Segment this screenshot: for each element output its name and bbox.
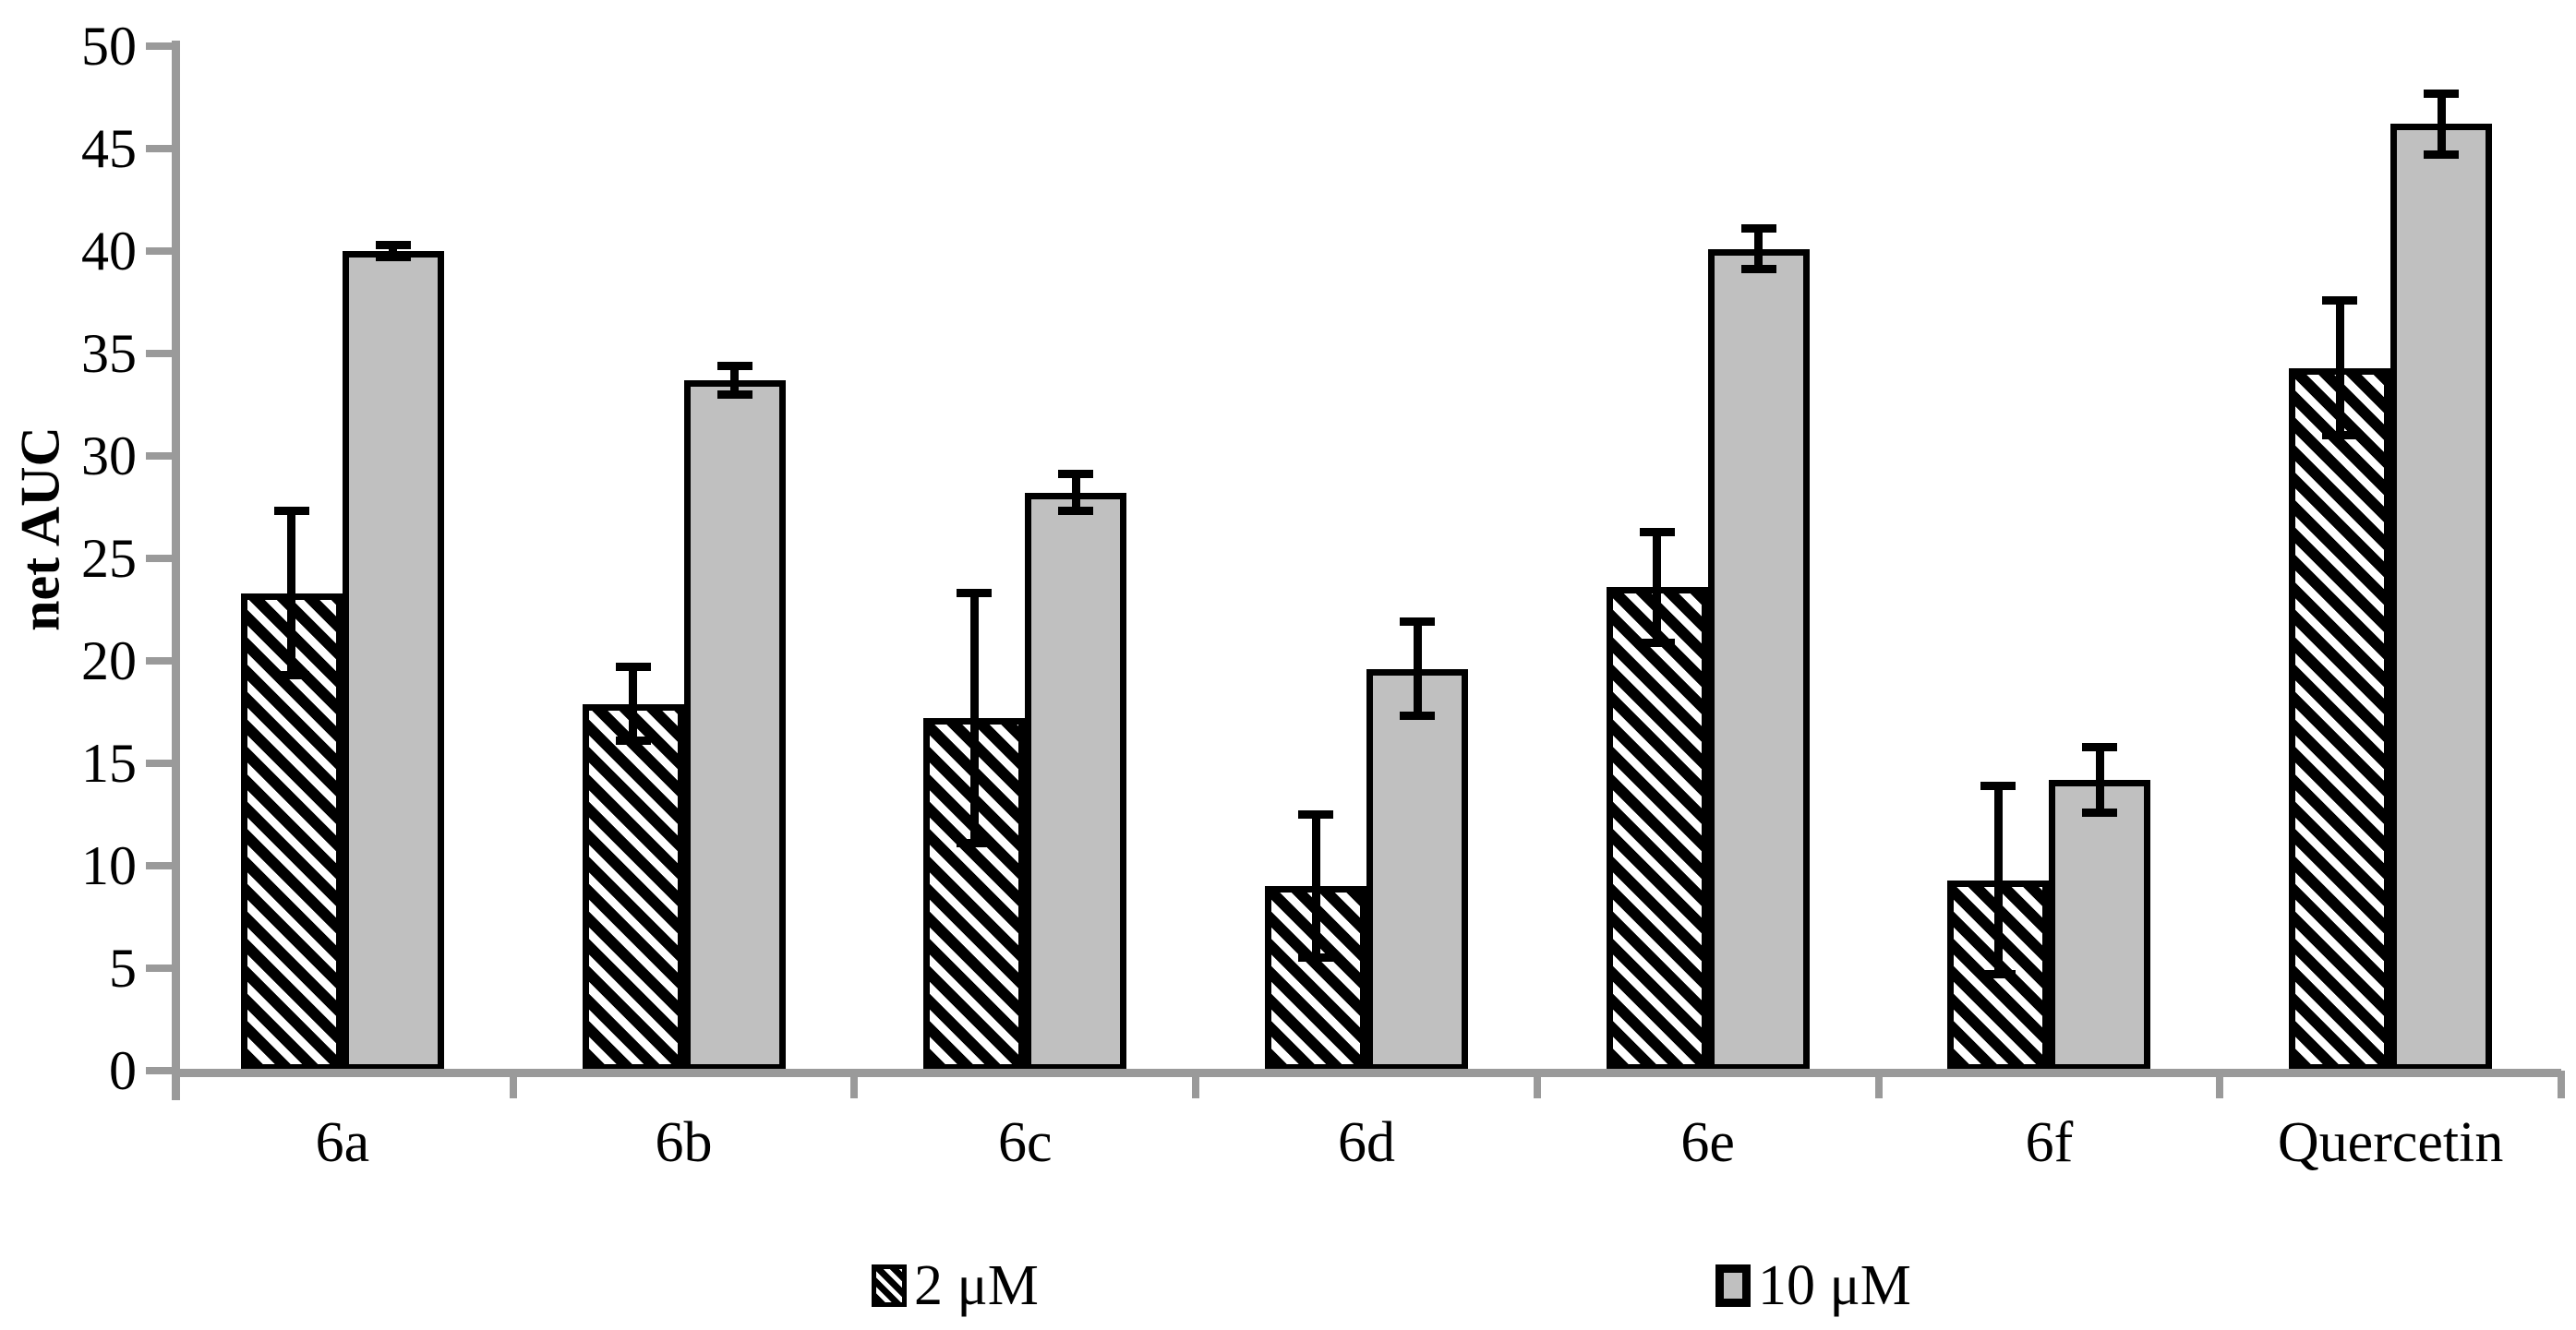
error-cap-bottom-Quercetin-10uM — [2424, 150, 2460, 160]
error-line-6d-10uM — [1413, 621, 1422, 716]
y-tick-label-35: 35 — [81, 323, 137, 384]
y-tick-label-0: 0 — [109, 1040, 137, 1101]
error-cap-bottom-6e-2uM — [1639, 638, 1675, 647]
error-cap-bottom-6c-2uM — [957, 839, 993, 848]
error-cap-bottom-6f-2uM — [1980, 970, 2016, 979]
error-line-6f-10uM — [2095, 747, 2104, 813]
y-tick-15 — [146, 760, 172, 767]
x-boundary-tick-7 — [2558, 1071, 2565, 1098]
error-line-6c-10uM — [1071, 473, 1080, 511]
y-tick-40 — [146, 247, 172, 255]
y-tick-label-50: 50 — [81, 16, 137, 77]
error-line-6b-10uM — [730, 365, 740, 395]
y-tick-5 — [146, 965, 172, 972]
legend-label-10uM: 10 μM — [1758, 1254, 1911, 1317]
error-line-Quercetin-2uM — [2335, 300, 2344, 436]
legend-swatch-2uM-icon — [872, 1264, 907, 1307]
x-boundary-tick-1 — [509, 1071, 517, 1098]
error-cap-bottom-6d-10uM — [1400, 712, 1435, 721]
x-axis-line — [172, 1069, 2561, 1077]
error-line-6a-2uM — [287, 510, 296, 676]
error-cap-top-6f-2uM — [1980, 781, 2016, 790]
error-cap-top-6e-2uM — [1639, 527, 1675, 536]
y-axis-line — [172, 41, 180, 1100]
error-cap-top-6a-10uM — [375, 240, 411, 249]
bar-6a-10uM — [342, 251, 444, 1071]
error-cap-top-6e-10uM — [1740, 224, 1776, 234]
x-category-label-6d: 6d — [1337, 1111, 1395, 1174]
error-cap-bottom-6a-10uM — [375, 253, 411, 262]
error-line-6b-2uM — [629, 666, 638, 741]
error-cap-top-6d-10uM — [1400, 617, 1435, 627]
x-category-label-Quercetin: Quercetin — [2277, 1111, 2504, 1174]
error-cap-top-6a-2uM — [273, 507, 309, 516]
y-tick-label-30: 30 — [81, 425, 137, 486]
bar-6f-10uM — [2049, 779, 2151, 1071]
y-tick-50 — [146, 42, 172, 50]
error-cap-top-6b-10uM — [716, 361, 752, 370]
error-line-6f-2uM — [1993, 785, 2003, 975]
legend-swatch-10uM-icon — [1715, 1264, 1751, 1307]
y-tick-label-10: 10 — [81, 835, 137, 896]
bar-Quercetin-2uM — [2289, 367, 2391, 1071]
y-tick-25 — [146, 555, 172, 562]
error-line-6d-2uM — [1311, 814, 1320, 958]
error-cap-top-6f-10uM — [2082, 742, 2118, 751]
y-tick-20 — [146, 657, 172, 665]
error-cap-top-6c-10uM — [1058, 470, 1094, 479]
legend-label-2uM: 2 μM — [914, 1254, 1039, 1317]
error-cap-bottom-Quercetin-2uM — [2322, 431, 2358, 440]
y-tick-label-20: 20 — [81, 630, 137, 691]
error-line-6c-2uM — [969, 593, 979, 844]
error-line-Quercetin-10uM — [2437, 93, 2446, 155]
legend-item-2uM: 2 μM — [872, 1251, 1039, 1321]
x-category-label-6b: 6b — [655, 1111, 713, 1174]
y-tick-30 — [146, 452, 172, 460]
y-tick-label-15: 15 — [81, 733, 137, 794]
y-tick-label-5: 5 — [109, 938, 137, 999]
x-category-label-6e: 6e — [1680, 1111, 1735, 1174]
bar-Quercetin-10uM — [2390, 124, 2493, 1071]
error-cap-bottom-6b-2uM — [615, 737, 651, 746]
y-tick-0 — [146, 1067, 172, 1074]
error-cap-top-Quercetin-10uM — [2424, 89, 2460, 98]
error-cap-bottom-6a-2uM — [273, 671, 309, 680]
error-line-6a-10uM — [389, 245, 398, 258]
x-boundary-tick-4 — [1533, 1071, 1541, 1098]
error-line-6e-10uM — [1754, 228, 1763, 270]
error-cap-top-6c-2uM — [957, 589, 993, 598]
error-cap-bottom-6e-10uM — [1740, 265, 1776, 274]
y-tick-label-40: 40 — [81, 221, 137, 282]
bar-6b-2uM — [582, 703, 684, 1071]
error-cap-bottom-6c-10uM — [1058, 507, 1094, 516]
y-tick-10 — [146, 862, 172, 869]
y-tick-label-45: 45 — [81, 118, 137, 179]
y-tick-45 — [146, 145, 172, 152]
error-cap-bottom-6d-2uM — [1298, 953, 1333, 963]
error-line-6e-2uM — [1653, 532, 1662, 642]
x-category-label-6a: 6a — [315, 1111, 370, 1174]
x-boundary-tick-3 — [1192, 1071, 1200, 1098]
x-boundary-tick-2 — [850, 1071, 859, 1098]
error-cap-bottom-6b-10uM — [716, 389, 752, 399]
bar-6c-10uM — [1025, 492, 1127, 1071]
x-boundary-tick-5 — [1874, 1071, 1883, 1098]
error-cap-bottom-6f-10uM — [2082, 808, 2118, 817]
error-cap-top-6d-2uM — [1298, 810, 1333, 819]
legend-item-10uM: 10 μM — [1715, 1251, 1911, 1321]
y-tick-35 — [146, 350, 172, 357]
error-cap-top-6b-2uM — [615, 663, 651, 672]
y-tick-label-25: 25 — [81, 528, 137, 589]
bar-6b-10uM — [683, 379, 786, 1071]
bar-6e-2uM — [1606, 587, 1708, 1071]
bar-6e-10uM — [1707, 248, 1810, 1071]
x-category-label-6f: 6f — [2025, 1111, 2074, 1174]
bar-6d-10uM — [1366, 668, 1468, 1071]
x-boundary-tick-6 — [2216, 1071, 2224, 1098]
error-cap-top-Quercetin-2uM — [2322, 295, 2358, 305]
x-category-label-6c: 6c — [998, 1111, 1053, 1174]
